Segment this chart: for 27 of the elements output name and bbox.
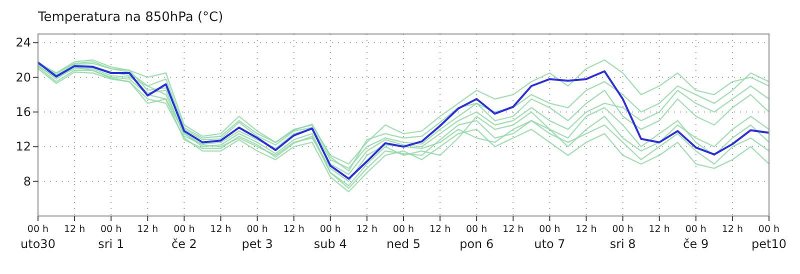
y-tick-label: 20: [16, 70, 31, 84]
x-tick-label: 12 h: [137, 224, 158, 235]
x-tick-label: 12 h: [576, 224, 597, 235]
x-tick-label: 12 h: [210, 224, 232, 235]
x-tick-label: 12 h: [722, 224, 744, 235]
y-tick-label: 12: [16, 140, 31, 154]
x-tick-label: 00 h če 2: [171, 224, 197, 251]
x-tick-label: 12 h: [502, 224, 524, 235]
x-tick-label: 00 h ned 5: [386, 224, 421, 251]
x-tick-label: 00 h pet10: [752, 224, 786, 251]
x-tick-label: 00 h sri 1: [98, 224, 124, 251]
x-tick-label: 12 h: [64, 224, 86, 235]
x-tick-label: 00 h pet 3: [242, 224, 273, 251]
x-tick-label: 00 h pon 6: [460, 224, 494, 251]
x-tick-label: 00 h sri 8: [610, 224, 636, 251]
x-tick-label: 12 h: [283, 224, 304, 235]
x-tick-label: 12 h: [429, 224, 451, 235]
y-tick-label: 24: [16, 36, 31, 50]
x-tick-label: 12 h: [356, 224, 378, 235]
chart-title: Temperatura na 850hPa (°C): [37, 10, 224, 25]
x-tick-label: 00 h sub 4: [314, 224, 347, 251]
x-tick-label: 00 h uto30: [20, 224, 56, 251]
x-tick-label: 12 h: [648, 224, 670, 235]
x-tick-label: 00 h če 9: [683, 224, 709, 251]
y-tick-label: 16: [16, 105, 31, 119]
y-tick-label: 8: [23, 174, 31, 188]
x-tick-label: 00 h uto 7: [534, 224, 566, 251]
